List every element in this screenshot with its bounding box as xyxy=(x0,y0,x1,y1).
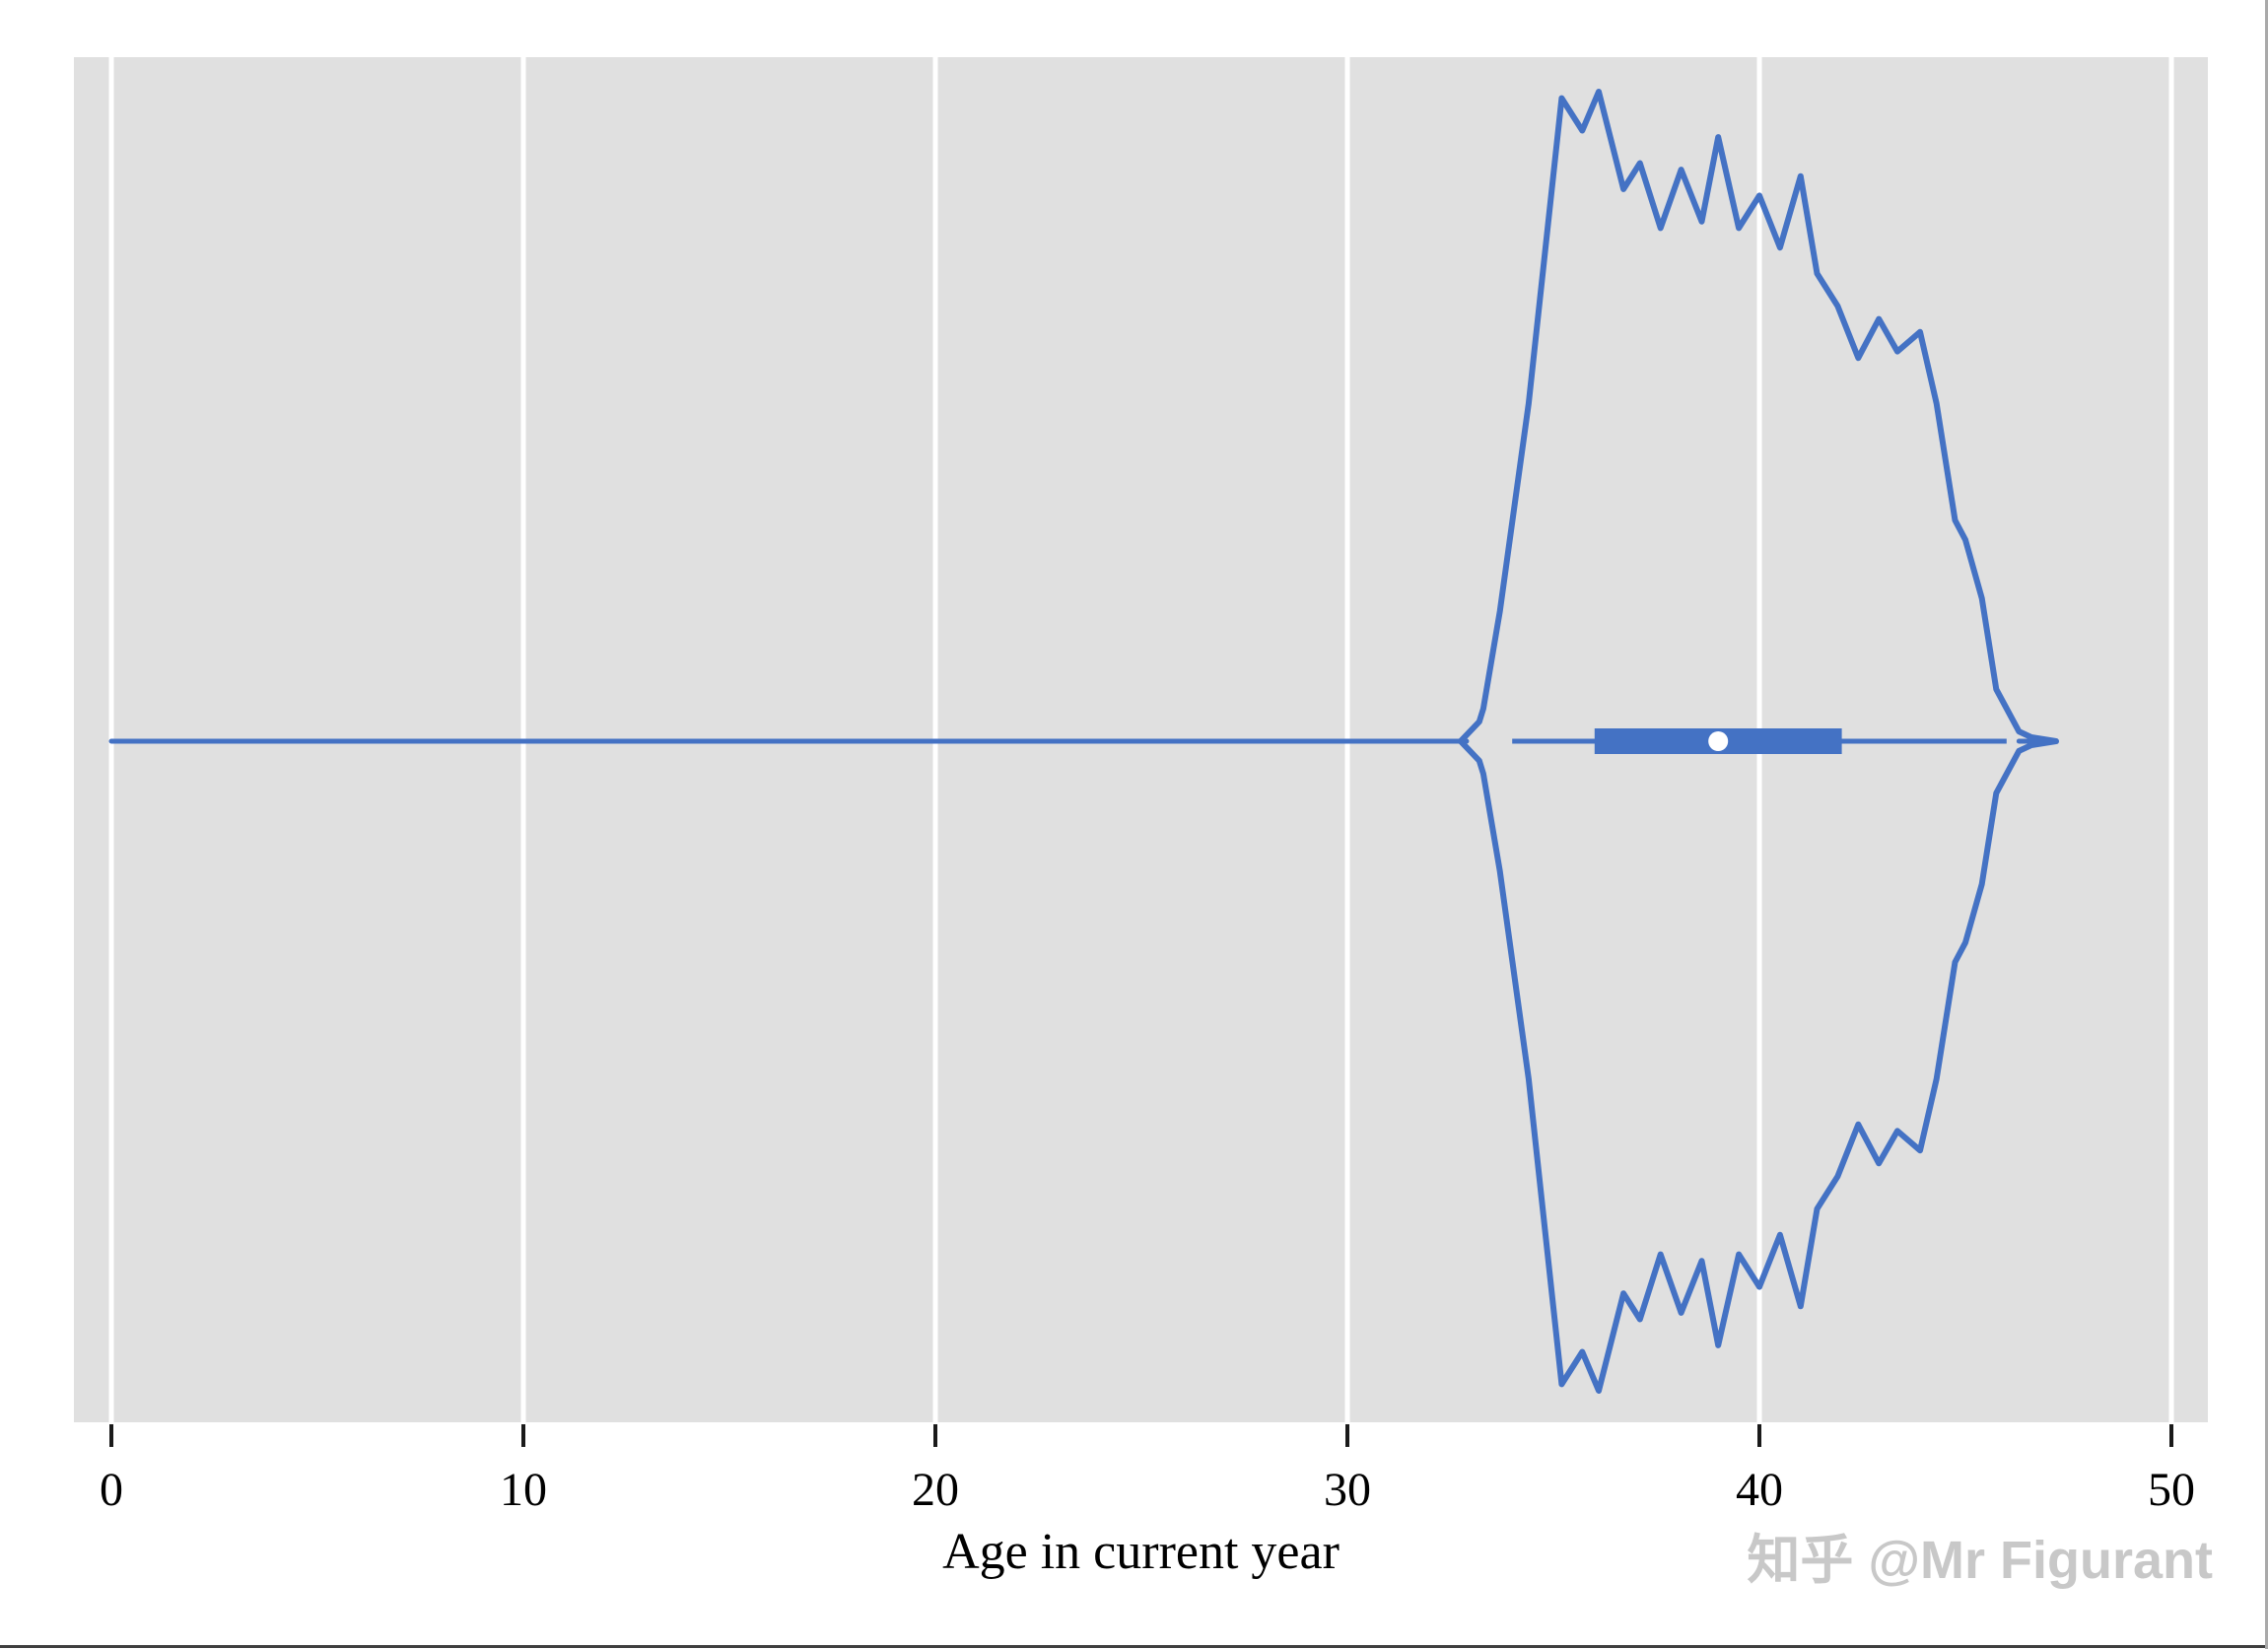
x-tick-label: 50 xyxy=(2148,1464,2195,1516)
x-axis-title: Age in current year xyxy=(942,1524,1340,1580)
x-tick-label: 40 xyxy=(1736,1464,1783,1516)
x-tick-label: 20 xyxy=(912,1464,959,1516)
boxplot-center-dot xyxy=(1708,731,1729,751)
x-tick-label: 10 xyxy=(500,1464,547,1516)
watermark-text: 知乎 @Mr Figurant xyxy=(1747,1531,2213,1590)
screenshot-right-border xyxy=(2265,0,2268,1649)
screenshot-bottom-border xyxy=(0,1645,2268,1648)
x-tick-label: 0 xyxy=(100,1464,123,1516)
x-tick-label: 30 xyxy=(1324,1464,1371,1516)
